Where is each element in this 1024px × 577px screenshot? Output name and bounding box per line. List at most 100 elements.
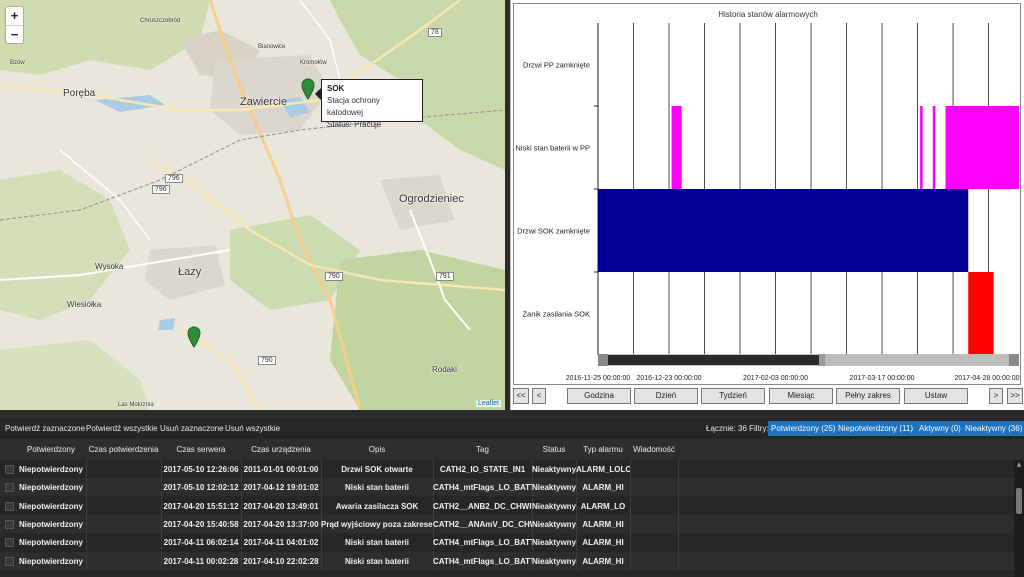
column-divider	[321, 460, 322, 478]
first-page-button[interactable]: <<	[513, 388, 529, 404]
full-range-button[interactable]: Pełny zakres	[836, 388, 900, 404]
table-cell: ALARM_HI	[582, 538, 624, 548]
x-tick-label: 2016-12-23 00:00:00	[637, 375, 702, 382]
category-label: Drzwi SOK zamknięte	[517, 227, 590, 236]
table-cell: Nieaktywny	[532, 556, 576, 566]
column-divider	[241, 460, 242, 478]
row-checkbox[interactable]	[5, 556, 14, 566]
filter-inactive[interactable]: Nieaktywny (36)	[962, 421, 1024, 436]
table-row[interactable]: Niepotwierdzony 2017-04-20 15:51:12 2017-0…	[0, 496, 1014, 515]
alarm-interval-bar[interactable]	[932, 106, 936, 189]
table-cell: CATH4_mtFlags_LO_BATT	[433, 483, 532, 493]
filter-unconfirmed[interactable]: Niepotwierdzony (11)	[835, 421, 916, 436]
place-label: Bzów	[10, 60, 25, 66]
alarm-interval-bar[interactable]	[671, 106, 682, 189]
row-checkbox[interactable]	[5, 501, 14, 511]
column-header[interactable]: Wiadomość	[633, 445, 675, 454]
filter-confirmed[interactable]: Potwierdzony (25)	[768, 421, 839, 436]
column-divider	[576, 551, 577, 570]
confirm-selected-button[interactable]: Potwierdź zaznaczone	[5, 424, 86, 433]
table-row[interactable]: Niepotwierdzony 2017-04-11 06:02:14 2017-0…	[0, 533, 1014, 552]
column-divider	[532, 496, 533, 515]
column-divider	[678, 478, 679, 497]
delete-all-button[interactable]: Usuń wszystkie	[225, 424, 281, 433]
column-divider	[321, 496, 322, 515]
month-button[interactable]: Miesiąc	[769, 388, 833, 404]
column-header[interactable]: Czas serwera	[176, 445, 226, 454]
x-tick-label: 2017-04-28 00:00:00	[955, 375, 1020, 382]
column-divider	[630, 496, 631, 515]
filter-active[interactable]: Aktywny (0)	[916, 421, 964, 436]
column-divider	[321, 533, 322, 552]
column-divider	[241, 478, 242, 497]
table-row[interactable]: Niepotwierdzony 2017-05-10 12:26:06 2011-0…	[0, 460, 1014, 478]
zoom-out-button[interactable]: −	[6, 25, 23, 43]
table-cell: Niski stan baterii	[344, 556, 410, 566]
table-scrollbar[interactable]: ▲	[1014, 460, 1024, 577]
delete-selected-button[interactable]: Usuń zaznaczone	[160, 424, 224, 433]
road-number: 791	[436, 272, 454, 281]
chart-navigation: << < Godzina Dzień Tydzień Miesiąc Pełny…	[513, 388, 1023, 405]
row-checkbox[interactable]	[5, 538, 14, 548]
map-marker-icon[interactable]	[301, 78, 315, 100]
range-left-handle[interactable]	[598, 354, 608, 366]
place-label: Zawiercie	[240, 96, 288, 108]
column-header[interactable]: Opis	[368, 445, 386, 454]
map-panel[interactable]: + − Poręba Zawiercie Ogrodzieniec Wysoka…	[0, 0, 505, 410]
column-divider	[630, 460, 631, 478]
next-button[interactable]: >	[989, 388, 1003, 404]
hour-button[interactable]: Godzina	[567, 388, 631, 404]
place-label: Ogrodzieniec	[399, 193, 464, 205]
popup-description: Stacja ochrony katodowej	[327, 96, 380, 117]
scroll-up-icon[interactable]: ▲	[1016, 461, 1022, 468]
column-header[interactable]: Status	[542, 445, 566, 454]
table-cell: 2011-01-01 00:01:00	[243, 465, 319, 474]
table-cell: 2017-04-11 00:02:28	[163, 556, 239, 566]
table-header: Potwierdzony Czas potwierdzenia Czas ser…	[0, 439, 1024, 460]
place-label: Chruszczobród	[140, 18, 181, 24]
map-marker-icon[interactable]	[187, 326, 201, 348]
row-checkbox[interactable]	[5, 519, 14, 529]
x-tick-label: 2017-03-17 00:00:00	[850, 375, 915, 382]
column-header[interactable]: Czas potwierdzenia	[88, 445, 159, 454]
column-divider	[161, 551, 162, 570]
table-cell: ALARM_HI	[582, 556, 624, 566]
column-divider	[86, 460, 87, 478]
column-divider	[576, 496, 577, 515]
alarm-interval-bar[interactable]	[968, 272, 994, 355]
alarm-interval-bar[interactable]	[920, 106, 923, 189]
table-cell: Niepotwierdzony	[18, 556, 83, 566]
row-checkbox[interactable]	[5, 465, 14, 474]
x-tick-label: 2016-11-25 00:00:00	[566, 375, 631, 382]
last-page-button[interactable]: >>	[1007, 388, 1023, 404]
range-middle-handle[interactable]	[819, 354, 825, 366]
column-divider	[321, 551, 322, 570]
day-button[interactable]: Dzień	[634, 388, 698, 404]
map-tiles	[0, 0, 505, 410]
column-header[interactable]: Potwierdzony	[26, 445, 76, 454]
zoom-in-button[interactable]: +	[10, 8, 19, 23]
place-label: Łazy	[178, 266, 202, 278]
scrollbar-thumb[interactable]	[1016, 488, 1022, 514]
column-divider	[161, 496, 162, 515]
confirm-all-button[interactable]: Potwierdź wszystkie	[86, 424, 158, 433]
column-header[interactable]: Tag	[476, 445, 489, 454]
column-header[interactable]: Typ alarmu	[583, 445, 623, 454]
row-checkbox[interactable]	[5, 483, 14, 493]
table-cell: 2017-04-11 04:01:02	[243, 538, 319, 548]
range-scrollbar-thumb[interactable]	[608, 355, 822, 365]
previous-button[interactable]: <	[532, 388, 546, 404]
leaflet-attribution-link[interactable]: Leaflet	[475, 400, 501, 407]
table-row[interactable]: Niepotwierdzony 2017-04-20 15:40:58 2017-0…	[0, 514, 1014, 533]
set-range-button[interactable]: Ustaw	[904, 388, 968, 404]
road-number: 796	[165, 174, 183, 183]
table-row[interactable]: Niepotwierdzony 2017-05-10 12:02:12 2017-0…	[0, 478, 1014, 497]
alarm-history-chart: Historia stanów alarmowych Drzwi PP zamk…	[515, 10, 1020, 382]
week-button[interactable]: Tydzień	[701, 388, 765, 404]
alarm-interval-bar[interactable]	[945, 106, 1019, 189]
alarm-interval-bar[interactable]	[598, 189, 969, 272]
table-row[interactable]: Niepotwierdzony 2017-04-11 00:02:28 2017-0…	[0, 551, 1014, 570]
range-right-handle[interactable]	[1009, 354, 1019, 366]
column-divider	[576, 533, 577, 552]
column-header[interactable]: Czas urządzenia	[251, 445, 311, 454]
